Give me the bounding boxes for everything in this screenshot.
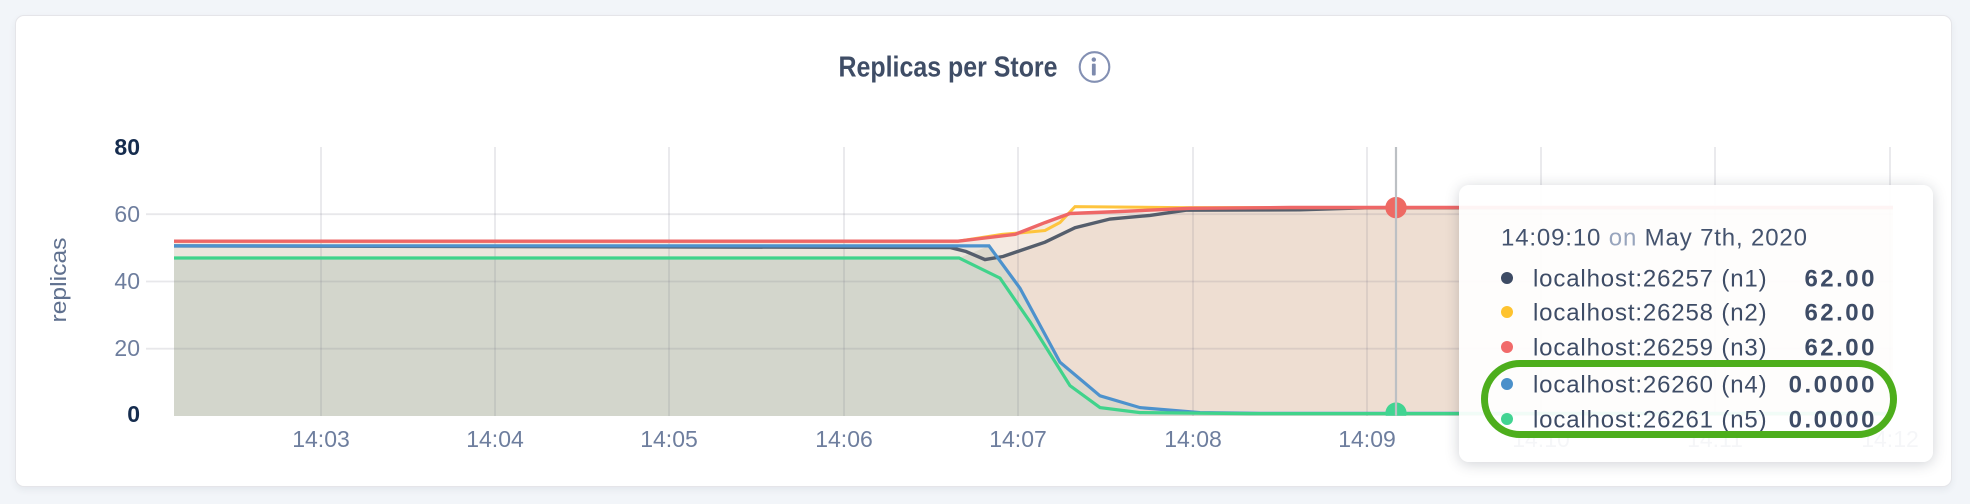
svg-text:0: 0 (127, 401, 140, 427)
svg-text:Replicas per Store: Replicas per Store (839, 52, 1058, 84)
svg-text:localhost:26257 (n1): localhost:26257 (n1) (1533, 266, 1767, 293)
svg-text:62.00: 62.00 (1804, 335, 1877, 362)
svg-text:40: 40 (114, 268, 140, 294)
svg-text:14:07: 14:07 (989, 426, 1047, 452)
svg-text:14:09:10 on May 7th, 2020: 14:09:10 on May 7th, 2020 (1501, 225, 1808, 252)
svg-text:14:09: 14:09 (1338, 426, 1396, 452)
svg-text:80: 80 (114, 134, 140, 160)
svg-text:62.00: 62.00 (1804, 266, 1877, 293)
svg-text:localhost:26259 (n3): localhost:26259 (n3) (1533, 335, 1767, 362)
svg-text:14:06: 14:06 (815, 426, 873, 452)
svg-text:14:04: 14:04 (466, 426, 524, 452)
svg-text:14:05: 14:05 (640, 426, 698, 452)
svg-text:replicas: replicas (46, 238, 71, 323)
svg-text:20: 20 (114, 335, 140, 361)
svg-text:60: 60 (114, 201, 140, 227)
svg-text:localhost:26260 (n4): localhost:26260 (n4) (1533, 372, 1767, 399)
svg-text:localhost:26261 (n5): localhost:26261 (n5) (1533, 407, 1767, 434)
svg-text:62.00: 62.00 (1804, 300, 1877, 327)
svg-text:14:08: 14:08 (1164, 426, 1222, 452)
svg-text:localhost:26258 (n2): localhost:26258 (n2) (1533, 300, 1767, 327)
svg-text:14:03: 14:03 (292, 426, 350, 452)
